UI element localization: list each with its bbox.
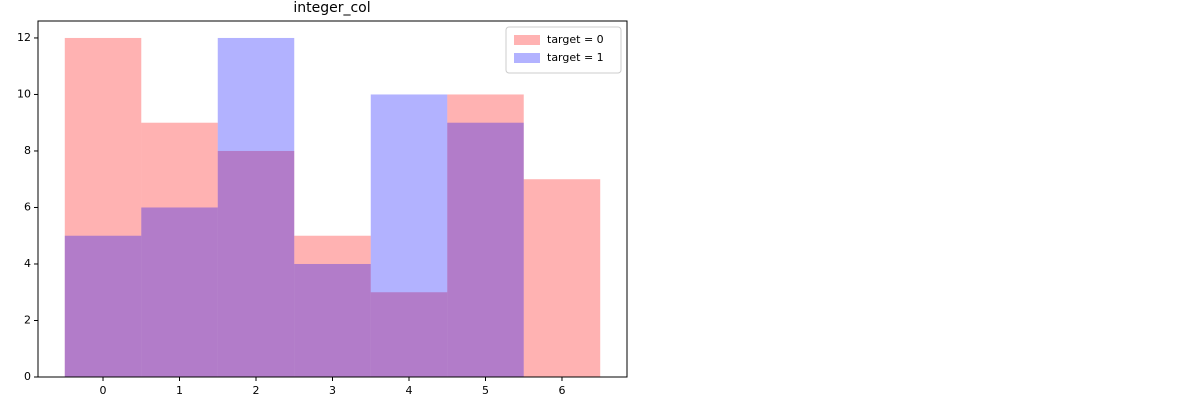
bar bbox=[523, 179, 601, 377]
bar bbox=[370, 292, 448, 377]
bar bbox=[64, 37, 142, 377]
x-tick-label: 0 bbox=[100, 384, 107, 397]
x-tick-label: 2 bbox=[253, 384, 260, 397]
x-tick-label: 3 bbox=[329, 384, 336, 397]
bar bbox=[141, 207, 218, 377]
legend-swatch bbox=[514, 35, 540, 45]
y-tick-label: 10 bbox=[17, 87, 31, 100]
y-tick-label: 2 bbox=[24, 313, 31, 326]
x-tick-label: 4 bbox=[405, 384, 412, 397]
chart-title: integer_col bbox=[293, 0, 370, 16]
bar bbox=[141, 122, 218, 377]
legend: target = 0 target = 1 bbox=[505, 26, 622, 74]
legend-swatch bbox=[514, 53, 540, 63]
y-tick-label: 12 bbox=[17, 31, 31, 44]
bar bbox=[447, 122, 524, 377]
y-tick-label: 8 bbox=[24, 144, 31, 157]
x-tick-label: 5 bbox=[482, 384, 489, 397]
legend-label: target = 0 bbox=[547, 33, 604, 46]
x-tick-label: 1 bbox=[176, 384, 183, 397]
bar bbox=[294, 235, 371, 377]
legend-label: target = 1 bbox=[547, 51, 604, 64]
y-tick-label: 6 bbox=[24, 200, 31, 213]
bar bbox=[64, 235, 142, 377]
y-tick-label: 0 bbox=[24, 370, 31, 383]
legend-frame bbox=[505, 26, 622, 74]
bar bbox=[217, 150, 295, 377]
y-tick-label: 4 bbox=[24, 257, 31, 270]
x-tick-label: 6 bbox=[558, 384, 565, 397]
bar bbox=[294, 263, 371, 377]
bar bbox=[370, 94, 448, 377]
bar bbox=[217, 37, 295, 377]
bar bbox=[447, 94, 524, 377]
